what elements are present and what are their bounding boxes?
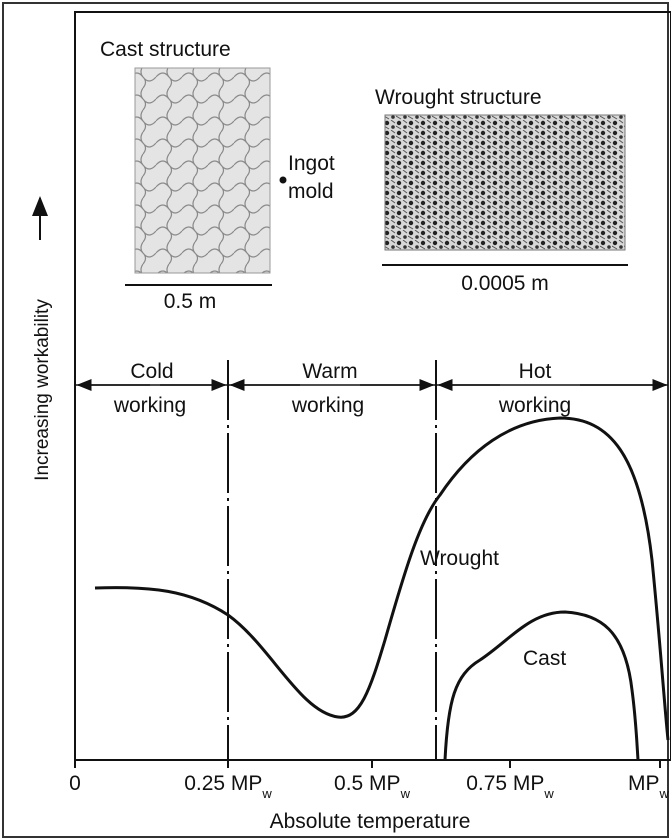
x-tick-label: 0 [69, 772, 81, 795]
region-label: Warm [302, 360, 357, 383]
wrought-label: Wrought [420, 547, 499, 570]
tick-text: 0 [69, 772, 81, 795]
x-tick-label: 0.25 MPw [184, 772, 272, 801]
x-ticks: 0 0.25 MPw 0.5 MPw 0.75 MPw MPw [69, 760, 670, 801]
tick-text: 0.25 MP [184, 772, 262, 795]
ingot-label: Ingot [288, 152, 335, 175]
wrought-image [384, 114, 626, 251]
y-axis-title: Increasing workability [32, 299, 53, 481]
mold-label: mold [288, 180, 334, 203]
wrought-curve [94, 416, 670, 741]
x-tick-label: 0.5 MPw [334, 772, 411, 801]
wrought-title: Wrought structure [375, 86, 542, 109]
region-label: Hot [519, 360, 552, 383]
wrought-scale: 0.0005 m [461, 272, 549, 295]
cast-label: Cast [523, 647, 566, 670]
tick-subscript: w [659, 786, 670, 801]
cast-curve [443, 610, 640, 761]
tick-text: MP [628, 772, 660, 795]
cast-scale: 0.5 m [164, 290, 217, 313]
x-axis-title: Absolute temperature [270, 810, 471, 833]
region-label: working [291, 394, 364, 417]
tick-text: 0.75 MP [466, 772, 544, 795]
region-label: working [113, 394, 186, 417]
mold-dot [279, 176, 287, 184]
x-tick-label: MPw [628, 772, 670, 801]
region-label: working [498, 394, 571, 417]
tick-subscript: w [261, 786, 272, 801]
tick-text: 0.5 MP [334, 772, 401, 795]
cast-title: Cast structure [100, 38, 231, 61]
cast-image [134, 67, 271, 274]
tick-subscript: w [400, 786, 411, 801]
x-tick-label: 0.75 MPw [466, 772, 554, 801]
region-label: Cold [130, 360, 173, 383]
tick-subscript: w [543, 786, 554, 801]
